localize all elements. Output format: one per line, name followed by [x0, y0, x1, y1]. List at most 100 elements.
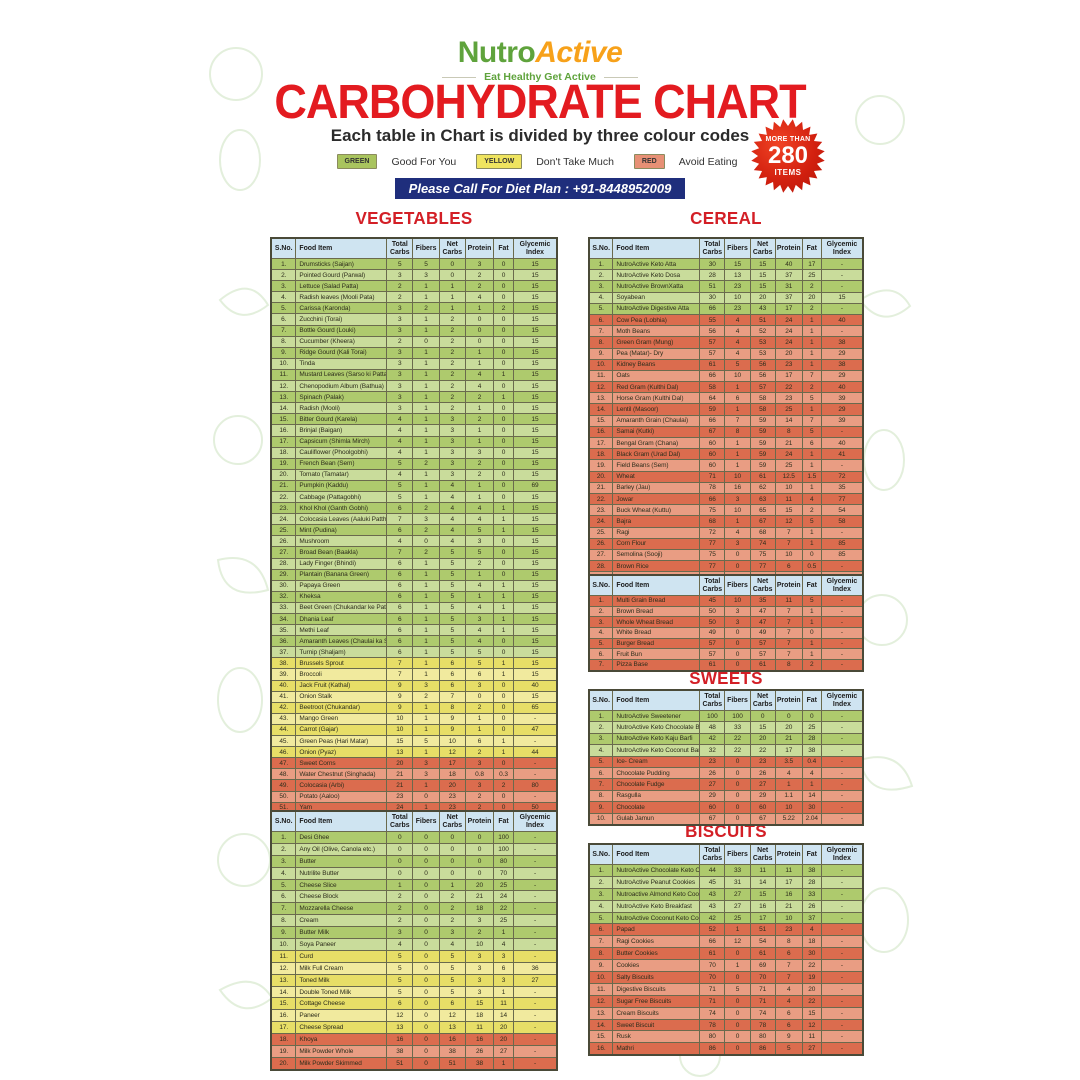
column-header: S.No. [270, 237, 297, 259]
value-cell: 0 [493, 568, 514, 581]
row-number: 6. [270, 313, 297, 326]
value-cell: 2 [412, 457, 440, 470]
value-cell: 1 [724, 436, 751, 450]
food-item: Lady Finger (Bhindi) [295, 557, 388, 570]
table-row: 1. Desi Ghee 0 0 0 0 100- [270, 831, 558, 844]
row-number: 13. [588, 392, 614, 405]
value-cell: 0 [724, 971, 751, 984]
value-cell: 4 [724, 313, 751, 327]
value-cell: 69 [749, 959, 776, 973]
table-row: 2. Pointed Gourd (Parwal) 3 3 0 2 0 15 [270, 269, 558, 282]
value-cell: 0 [493, 679, 514, 692]
table-row: 19. French Bean (Sem) 5 2 3 2 0 15 [270, 457, 558, 470]
row-number: 4. [588, 744, 614, 757]
value-cell: 69 [513, 479, 558, 492]
value-cell: 10 [724, 470, 751, 483]
value-cell: 3 [412, 269, 440, 282]
table-row: 4. NutroActive Keto Breakfast 43 27 16 21 26- [588, 899, 864, 913]
value-cell: 4 [801, 492, 822, 506]
value-cell: 57 [699, 648, 726, 661]
value-cell: 15 [513, 690, 558, 703]
table-row: 37. Turnip (Shaljam) 6 1 5 5 0 15 [270, 646, 558, 659]
value-cell: 3 [464, 961, 495, 975]
value-cell: 1 [464, 402, 495, 415]
value-cell: 2 [493, 779, 514, 792]
value-cell: 1 [724, 959, 751, 973]
row-number: 1. [588, 864, 614, 877]
value-cell: 0 [493, 257, 514, 271]
table-row: 6. Chocolate Pudding 26 0 26 4 4- [588, 766, 864, 780]
value-cell: 86 [749, 1042, 776, 1056]
value-cell: 1 [464, 435, 495, 448]
value-cell: 3 [438, 468, 466, 481]
value-cell: 27 [724, 899, 751, 913]
table-row: 2. Any Oil (Olive, Canola etc.) 0 0 0 0 100- [270, 842, 558, 856]
food-item: NutroActive Keto Breakfast [612, 899, 701, 913]
table-row: 2. NutroActive Keto Chocolate Barfi 48 33 15… [588, 721, 864, 734]
food-item: NutroActive Keto Coconut Barfi [612, 744, 701, 757]
value-cell: 5 [438, 601, 466, 615]
food-item: Lettuce (Salad Patta) [295, 280, 388, 293]
value-cell: 21 [774, 732, 803, 746]
row-number: 5. [588, 911, 614, 925]
table-row: 4. White Bread 49 0 49 7 0- [588, 627, 864, 639]
value-cell: 15 [513, 302, 558, 315]
row-number: 7. [588, 325, 614, 338]
value-cell: 7 [386, 657, 414, 670]
food-item: Samai (Kutki) [612, 425, 701, 439]
value-cell: 3 [724, 605, 751, 618]
value-cell: 1 [464, 590, 495, 603]
value-cell: 40 [820, 313, 864, 327]
value-cell: 15 [513, 413, 558, 426]
value-cell: 0 [438, 269, 466, 282]
value-cell: 37 [774, 291, 803, 304]
value-cell: 15 [513, 668, 558, 681]
value-cell: 5 [438, 612, 466, 626]
value-cell: 55 [699, 313, 726, 327]
value-cell: 10 [724, 504, 751, 517]
column-header: Glycemic Index [820, 843, 864, 865]
food-item: Cream [295, 914, 388, 928]
value-cell: - [513, 1033, 558, 1047]
page-subtitle: Each table in Chart is divided by three … [330, 126, 750, 145]
value-cell: 0 [724, 637, 751, 650]
value-cell: 29 [820, 369, 864, 383]
value-cell: 53 [749, 336, 776, 349]
value-cell: 3 [386, 402, 414, 415]
value-cell: 7 [774, 648, 803, 661]
value-cell: 35 [820, 481, 864, 494]
value-cell: 3 [412, 679, 440, 692]
food-item: Red Gram (Kulthi Dal) [612, 381, 701, 394]
table-row: 40. Jack Fruit (Kathal) 9 3 6 3 0 40 [270, 679, 558, 692]
row-number: 2. [588, 269, 614, 282]
value-cell: 3 [438, 424, 466, 437]
value-cell: 80 [513, 779, 558, 792]
value-cell: 5 [438, 973, 466, 987]
legend-label-green: Good For You [391, 155, 457, 168]
sweets-table: S.No. Food Item Total Carbs Fibers Net Carbs… [588, 689, 864, 826]
value-cell: 61 [699, 947, 726, 961]
value-cell: 43 [699, 887, 726, 901]
value-cell: 77 [820, 492, 864, 506]
value-cell: 59 [749, 436, 776, 450]
value-cell: 2 [464, 926, 495, 940]
food-item: Field Beans (Sem) [612, 459, 701, 472]
value-cell: - [820, 982, 864, 996]
value-cell: 1 [464, 357, 495, 370]
food-item: Ragi [612, 526, 701, 539]
value-cell: 60 [699, 436, 726, 450]
table-row: 7. Mozzarella Cheese 2 0 2 18 22- [270, 902, 558, 916]
value-cell: 7 [386, 513, 414, 526]
table-row: 27. Semolina (Sooji) 75 0 75 10 0 85 [588, 548, 864, 562]
value-cell: 0.5 [801, 560, 822, 573]
header-row: S.No. Food Item Total Carbs Fibers Net Carbs… [588, 574, 864, 596]
diet-plan-phone[interactable]: Please Call For Diet Plan : +91-84489520… [394, 178, 686, 199]
row-number: 4. [588, 627, 614, 639]
table-row: 16. Mathri 86 0 86 5 27- [588, 1042, 864, 1056]
value-cell: 0 [801, 548, 822, 562]
value-cell: 5 [438, 985, 466, 999]
value-cell: 27 [493, 1045, 514, 1058]
value-cell: 47 [749, 605, 776, 618]
value-cell: 6 [774, 1018, 803, 1032]
value-cell: 4 [386, 446, 414, 459]
